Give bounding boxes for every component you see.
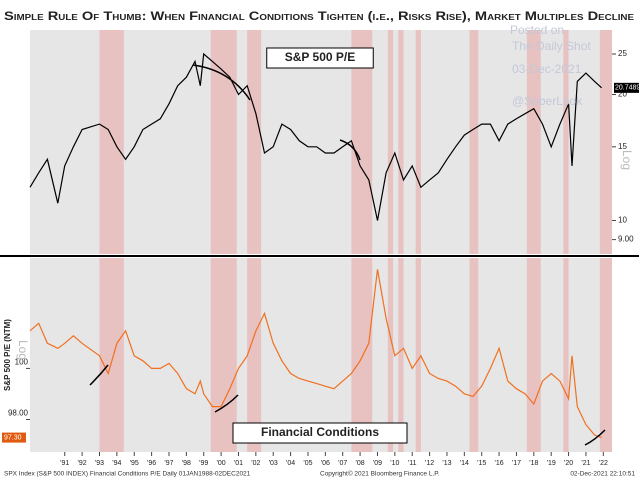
x-tick-label: '12 (425, 460, 434, 467)
y-tick-label: 20 (618, 90, 627, 99)
y-tick-label: 15 (618, 142, 627, 151)
y-tick-label: 25 (618, 49, 627, 58)
x-tick-label: '00 (217, 460, 226, 467)
shaded-period (99, 30, 124, 254)
log-label: Log (620, 150, 634, 170)
x-tick-label: '11 (408, 460, 417, 467)
x-tick-label: '13 (442, 460, 451, 467)
shaded-period (387, 258, 394, 452)
log-label: Log (16, 340, 30, 360)
shaded-period (398, 258, 404, 452)
arrow (339, 139, 361, 161)
x-tick-label: '15 (477, 460, 486, 467)
x-tick-label: '03 (269, 460, 278, 467)
shaded-period (387, 30, 394, 254)
y-axis-label: S&P 500 P/E (NTM) (3, 319, 12, 391)
x-tick-label: '96 (147, 460, 156, 467)
shaded-period (351, 258, 373, 452)
x-tick-label: '05 (303, 460, 312, 467)
panel-label: S&P 500 P/E (285, 50, 356, 64)
shaded-period (469, 258, 479, 452)
x-tick-label: '99 (199, 460, 208, 467)
shaded-period (599, 258, 612, 452)
x-tick-label: '06 (321, 460, 330, 467)
shaded-period (99, 258, 124, 452)
x-tick-label: '04 (286, 460, 295, 467)
panel-label: Financial Conditions (261, 425, 379, 439)
watermark: 03-Dec-2021 (512, 62, 582, 76)
watermark: Posted on (510, 23, 564, 37)
panel-label-box (232, 422, 408, 444)
footer-copyright: Copyright© 2021 Bloomberg Finance L.P. (320, 470, 440, 478)
arrow (89, 364, 109, 386)
y-tick-label: 98.00 (8, 409, 29, 418)
shaded-period (247, 258, 262, 452)
x-tick-label: '20 (564, 460, 573, 467)
shaded-period (563, 30, 569, 254)
panel-label-box (266, 47, 374, 69)
shaded-period (469, 30, 479, 254)
shaded-period (563, 258, 569, 452)
x-tick-label: '95 (130, 460, 139, 467)
watermark: The Daily Shot (512, 39, 591, 53)
x-tick-label: '19 (547, 460, 556, 467)
x-tick-label: '16 (495, 460, 504, 467)
footer-timestamp: 02-Dec-2021 22:10:51 (570, 471, 635, 478)
shaded-period (210, 30, 237, 254)
x-tick-label: '10 (390, 460, 399, 467)
x-tick-label: '98 (182, 460, 191, 467)
y-tick-label: 100 (15, 358, 29, 367)
shaded-period (526, 258, 541, 452)
shaded-period (415, 258, 421, 452)
last-value-box (2, 432, 26, 443)
panel-bg (30, 258, 612, 452)
x-tick-label: '17 (512, 460, 521, 467)
data-line (29, 52, 603, 221)
x-tick-label: '91 (60, 460, 69, 467)
shaded-period (599, 30, 612, 254)
x-tick-label: '18 (529, 460, 538, 467)
chart-title: Simple Rule Of Thumb: When Financial Con… (4, 9, 635, 23)
x-tick-label: '07 (338, 460, 347, 467)
last-value-box (614, 82, 639, 93)
footer-source: SPX Index (S&P 500 INDEX) Financial Cond… (4, 471, 251, 478)
x-tick-label: '09 (373, 460, 382, 467)
shaded-period (351, 30, 373, 254)
x-tick-label: '08 (356, 460, 365, 467)
watermark: @SoberLook (512, 94, 583, 108)
shaded-period (526, 30, 541, 254)
y-tick-label: 9.00 (618, 235, 634, 244)
x-tick-label: '01 (234, 460, 243, 467)
last-value-label: 20.7489 (615, 85, 639, 92)
x-tick-label: '21 (581, 460, 590, 467)
arrow (192, 64, 251, 101)
y-tick-label: 10 (618, 216, 627, 225)
shaded-period (210, 258, 237, 452)
shaded-period (398, 30, 404, 254)
arrow (214, 394, 239, 413)
x-tick-label: '94 (112, 460, 121, 467)
shaded-period (415, 30, 421, 254)
x-tick-label: '14 (460, 460, 469, 467)
x-tick-label: '93 (95, 460, 104, 467)
x-tick-label: '02 (251, 460, 260, 467)
last-value-label: 97.30 (4, 434, 22, 441)
arrow (584, 429, 606, 446)
x-tick-label: '97 (164, 460, 173, 467)
x-tick-label: '92 (78, 460, 87, 467)
data-line (29, 269, 602, 439)
shaded-period (247, 30, 262, 254)
x-tick-label: '22 (599, 460, 608, 467)
